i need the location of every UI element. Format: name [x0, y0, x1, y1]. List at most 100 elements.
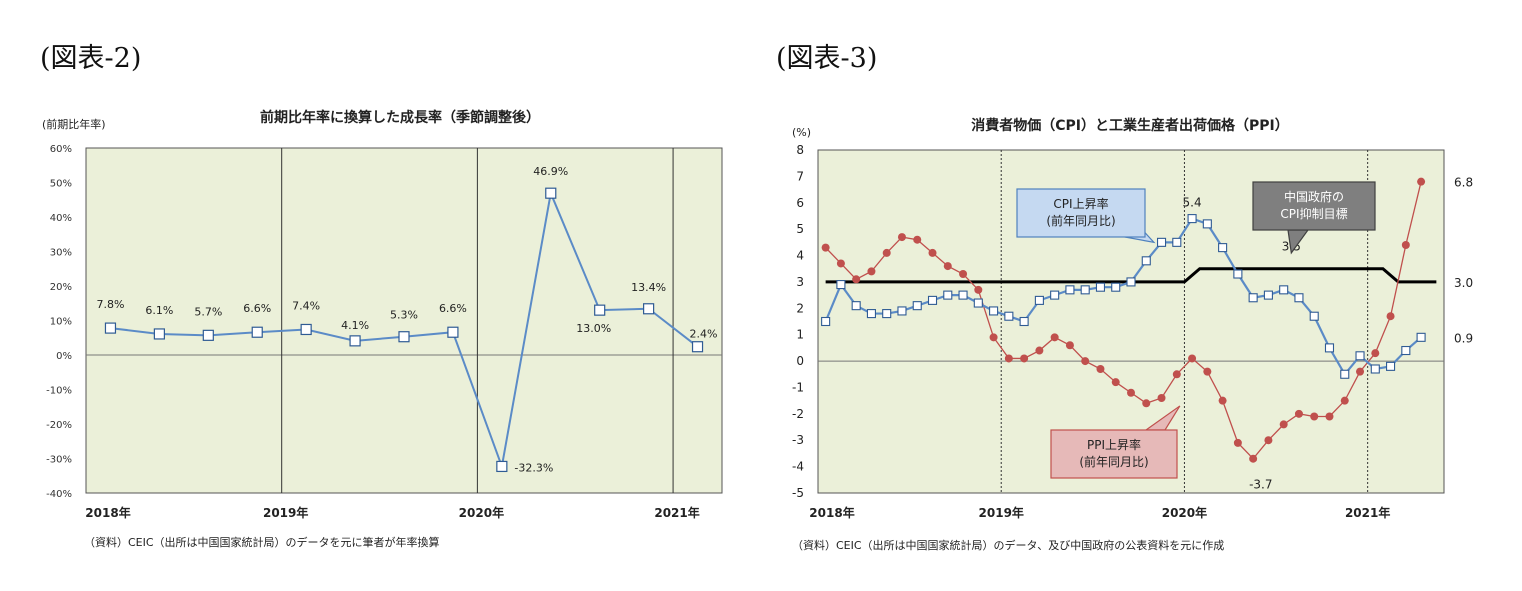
chart2-cpi-point [1187, 214, 1197, 224]
chart1-data-label: 7.8% [96, 298, 124, 311]
chart2-ppi-point [882, 248, 891, 257]
chart2-y-tick-label: 5 [796, 222, 804, 236]
chart1-data-point [398, 331, 410, 343]
chart2-ppi-point [1142, 399, 1151, 408]
chart2-title: 消費者物価（CPI）と工業生産者出荷価格（PPI） [971, 117, 1288, 134]
chart1-data-point [496, 460, 508, 473]
chart1-data-label: 13.4% [631, 281, 666, 294]
chart2-cpi-point [1141, 256, 1151, 266]
chart2-ppi-min-label: -3.7 [1249, 478, 1272, 492]
chart2-y-tick-label: -3 [792, 433, 804, 447]
chart2-ppi-point [1127, 388, 1135, 397]
chart2-cpi-point [927, 295, 938, 305]
chart2-cpi-point [1050, 290, 1060, 300]
chart2-cpi-point [1065, 285, 1075, 295]
chart2-ppi-callout-text: PPI上昇率 [1087, 437, 1141, 452]
chart2-ppi-point [1096, 364, 1105, 373]
chart2-ppi-point [1020, 354, 1029, 363]
chart2-ppi-point [1157, 394, 1166, 403]
chart2-cpi-last-label: 0.9 [1454, 331, 1473, 345]
chart2-ppi-point [928, 248, 937, 257]
chart2-ppi-point [836, 259, 845, 268]
chart2-ppi-point [974, 285, 983, 294]
chart2-y-tick-label: 8 [796, 143, 804, 157]
chart2-cpi-point [1324, 343, 1335, 353]
chart2-y-tick-label: -1 [792, 380, 804, 394]
chart2-ppi-point [1386, 312, 1395, 321]
chart1-x-tick-label: 2018年 [85, 505, 130, 520]
chart2-ppi-line [825, 181, 1422, 460]
chart2-ppi-callout-box [1050, 429, 1178, 479]
chart2-cpi-point [1386, 361, 1396, 371]
chart1-y-tick-label: 30% [50, 248, 72, 259]
chart2-ppi-point [821, 243, 830, 252]
chart1-y-tick-label: 0% [56, 351, 72, 362]
chart2-ppi-point [867, 267, 876, 276]
chart2-y-tick-label: 4 [796, 249, 804, 263]
chart2-ppi-point [852, 275, 861, 284]
chart1-data-label: 13.0% [576, 322, 611, 335]
chart2-cpi-point [1263, 290, 1273, 300]
chart2-cpi-point [1370, 364, 1380, 374]
chart2-cpi-callout-text: CPI上昇率 [1053, 196, 1108, 211]
chart1-data-point [447, 326, 459, 338]
chart2-cpi-point [1416, 332, 1426, 342]
chart2-ppi-point [1203, 367, 1212, 376]
chart2-cpi-point [1111, 282, 1121, 292]
chart2-cpi-point [1004, 311, 1014, 321]
chart2-y-tick-label: 0 [796, 354, 804, 368]
chart2-cpi-point [1340, 369, 1350, 379]
chart2-cpi-point [973, 298, 983, 308]
chart1-data-label: 6.6% [243, 302, 271, 315]
chart1-y-tick-label: 20% [50, 282, 72, 293]
chart2-x-tick-label: 2018年 [809, 505, 854, 520]
chart1-y-tick-label: 10% [50, 317, 72, 328]
chart2-cpi-point [943, 290, 953, 300]
chart2-ppi-callout-text: (前年同月比) [1079, 454, 1148, 469]
chart1-y-tick-label: -10% [46, 386, 72, 397]
chart2-cpi-point [851, 301, 861, 311]
chart2-cpi-callout-box [1016, 188, 1146, 238]
chart1-data-point [643, 303, 655, 315]
chart1-y-tick-label: 40% [50, 213, 72, 224]
figure-2-label: (図表-2) [40, 43, 142, 74]
chart2-target-callout-text: CPI抑制目標 [1280, 206, 1347, 221]
chart2-ppi-point [1294, 409, 1303, 418]
chart2-cpi-point [1248, 293, 1258, 303]
chart2-cpi-point [1355, 351, 1365, 361]
chart1-data-point [251, 326, 263, 338]
chart2-cpi-point [1019, 316, 1029, 327]
figure-3-label: (図表-3) [776, 43, 878, 74]
chart2-cpi-point [1309, 311, 1319, 321]
chart2-ppi-point [1340, 396, 1349, 405]
chart1-source-note: （資料）CEIC（出所は中国国家統計局）のデータを元に筆者が年率換算 [84, 535, 440, 549]
chart2-ppi-point [989, 333, 998, 342]
chart1-y-axis-label: (前期比年率) [42, 117, 106, 131]
chart1-data-label: 4.1% [341, 319, 369, 332]
chart2-y-axis-label: (%) [792, 126, 811, 139]
chart2-cpi-peak-label: 5.4 [1183, 196, 1202, 210]
chart1-data-label: 2.4% [690, 328, 718, 341]
chart1-data-point [300, 323, 312, 336]
chart2-cpi-point [1156, 237, 1167, 247]
chart1-data-label: 6.6% [439, 302, 467, 315]
chart2-y-tick-label: 3 [796, 275, 804, 289]
chart1-x-tick-label: 2019年 [263, 505, 308, 520]
chart2-ppi-point [1249, 454, 1258, 463]
chart2-cpi-point [1034, 295, 1044, 305]
chart2-ppi-point [1279, 420, 1288, 429]
chart1-data-label: 46.9% [533, 165, 568, 178]
chart2-y-tick-label: 2 [796, 301, 804, 315]
chart2-ppi-point [1401, 240, 1410, 249]
chart1-data-point [545, 187, 557, 199]
chart2-ppi-point [1111, 378, 1120, 387]
chart2-ppi-point [1172, 370, 1181, 379]
chart2-cpi-point [1218, 243, 1228, 253]
chart2-ppi-point [913, 235, 922, 244]
chart2-cpi-point [1126, 277, 1136, 287]
chart2-cpi-point [882, 309, 892, 319]
chart2-ppi-point [1050, 333, 1059, 342]
chart2-ppi-point [1417, 177, 1426, 186]
chart2-ppi-point [897, 233, 906, 242]
chart2-cpi-point [821, 316, 831, 327]
